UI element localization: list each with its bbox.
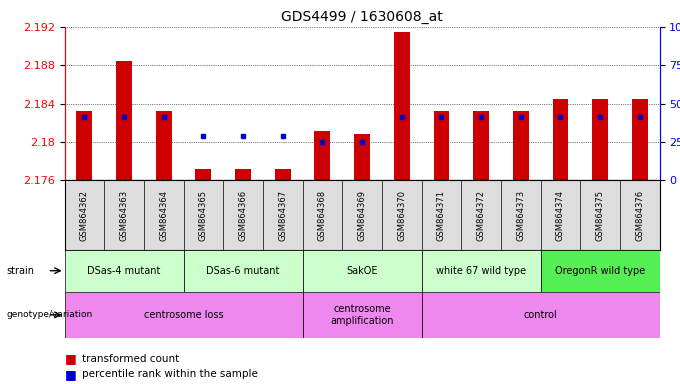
Bar — [552, 99, 568, 180]
Text: ■: ■ — [65, 353, 76, 366]
Bar — [541, 250, 660, 292]
Text: GSM864374: GSM864374 — [556, 190, 565, 240]
Bar — [196, 169, 211, 180]
Bar — [314, 131, 330, 180]
Text: GSM864366: GSM864366 — [239, 189, 248, 241]
Text: centrosome loss: centrosome loss — [143, 310, 224, 320]
Bar — [632, 99, 647, 180]
Text: GSM864367: GSM864367 — [278, 189, 287, 241]
Text: GSM864375: GSM864375 — [596, 190, 605, 240]
Text: centrosome
amplification: centrosome amplification — [330, 304, 394, 326]
Text: percentile rank within the sample: percentile rank within the sample — [82, 369, 258, 379]
Bar — [156, 111, 171, 180]
Bar — [184, 250, 303, 292]
Text: GSM864365: GSM864365 — [199, 190, 208, 240]
Text: GSM864372: GSM864372 — [477, 190, 486, 240]
Text: SakOE: SakOE — [346, 266, 378, 276]
Bar — [65, 250, 184, 292]
Bar — [473, 111, 489, 180]
Text: ■: ■ — [65, 368, 76, 381]
Bar — [592, 99, 608, 180]
Bar — [434, 111, 449, 180]
Text: GSM864371: GSM864371 — [437, 190, 446, 240]
Text: DSas-6 mutant: DSas-6 mutant — [207, 266, 279, 276]
Text: white 67 wild type: white 67 wild type — [436, 266, 526, 276]
Text: GSM864364: GSM864364 — [159, 190, 168, 240]
Text: GSM864376: GSM864376 — [635, 189, 644, 241]
Text: GSM864369: GSM864369 — [358, 190, 367, 240]
Text: genotype/variation: genotype/variation — [7, 310, 93, 319]
Bar — [116, 61, 132, 180]
Text: control: control — [524, 310, 558, 320]
Text: DSas-4 mutant: DSas-4 mutant — [88, 266, 160, 276]
Bar — [513, 111, 528, 180]
Text: GSM864368: GSM864368 — [318, 189, 327, 241]
Text: OregonR wild type: OregonR wild type — [555, 266, 645, 276]
Text: strain: strain — [7, 266, 35, 276]
Bar — [394, 32, 409, 180]
Text: GSM864363: GSM864363 — [120, 189, 129, 241]
Text: GSM864362: GSM864362 — [80, 190, 89, 240]
Bar — [76, 111, 92, 180]
Bar — [275, 169, 291, 180]
Bar — [235, 169, 251, 180]
Text: transformed count: transformed count — [82, 354, 179, 364]
Bar — [303, 292, 422, 338]
Bar — [303, 250, 422, 292]
Title: GDS4499 / 1630608_at: GDS4499 / 1630608_at — [282, 10, 443, 25]
Bar — [354, 134, 370, 180]
Bar — [65, 292, 303, 338]
Bar — [422, 250, 541, 292]
Bar — [422, 292, 660, 338]
Text: GSM864370: GSM864370 — [397, 190, 406, 240]
Text: GSM864373: GSM864373 — [516, 189, 525, 241]
